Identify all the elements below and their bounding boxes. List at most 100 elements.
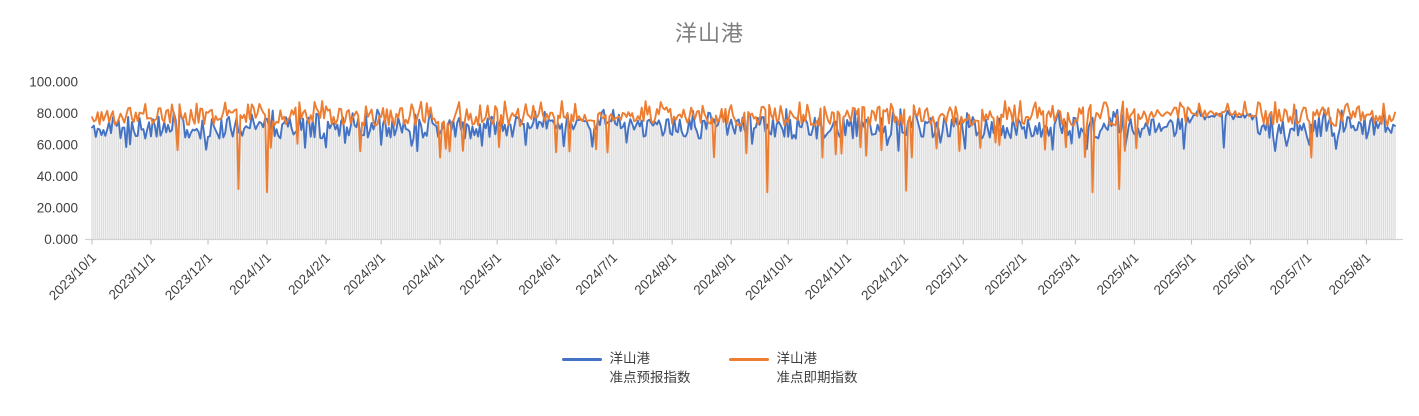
drop-bar	[585, 121, 588, 240]
drop-bar	[1209, 116, 1212, 240]
drop-bar	[1299, 125, 1301, 240]
drop-bar	[1008, 134, 1010, 240]
x-tick-label: 2023/10/1	[46, 250, 99, 303]
drop-bar	[1148, 135, 1151, 240]
drop-bar	[542, 126, 544, 240]
drop-bar	[1354, 130, 1356, 240]
drop-bar	[199, 138, 202, 240]
drop-bar	[1135, 148, 1137, 240]
drop-bar	[888, 137, 890, 240]
drop-bar	[129, 144, 131, 240]
drop-bar	[1207, 117, 1210, 240]
drop-bar	[998, 145, 1000, 240]
drop-bar	[395, 129, 397, 240]
drop-bar	[715, 126, 717, 240]
drop-bar	[1297, 135, 1299, 240]
drop-bar	[603, 118, 605, 240]
drop-bar	[720, 114, 723, 240]
drop-bar	[601, 117, 603, 240]
drop-bar	[559, 128, 561, 240]
drop-bar	[291, 128, 293, 240]
drop-bar	[1318, 117, 1320, 240]
drop-bar	[947, 136, 949, 240]
drop-bar	[1053, 124, 1056, 240]
drop-bar	[878, 131, 881, 240]
drop-bar	[1029, 128, 1031, 240]
drop-bar	[249, 128, 251, 240]
legend-item-forecast-index: 洋山港 准点预报指数	[561, 350, 691, 387]
drop-bar	[226, 119, 228, 240]
drop-bar	[850, 120, 852, 240]
drop-bar	[1084, 157, 1086, 240]
drop-bar	[696, 131, 698, 240]
drop-bar	[110, 133, 112, 240]
drop-bar	[253, 122, 255, 240]
drop-bar	[494, 134, 496, 240]
drop-bar	[279, 138, 281, 240]
drop-bar	[1268, 137, 1271, 240]
drop-bar	[521, 123, 523, 240]
drop-bar	[422, 137, 424, 240]
drop-bar	[298, 114, 300, 240]
drop-bar	[534, 117, 536, 240]
drop-bar	[241, 135, 243, 240]
drop-bar	[553, 123, 555, 240]
drop-bar	[175, 126, 177, 240]
drop-bar	[327, 121, 329, 240]
drop-bar	[140, 129, 143, 240]
drop-bar	[1270, 114, 1273, 240]
drop-bar	[460, 129, 462, 240]
drop-bar	[711, 123, 713, 240]
drop-bar	[1150, 119, 1153, 240]
drop-bar	[599, 125, 601, 240]
drop-bar	[570, 123, 572, 240]
drop-bar	[1063, 119, 1065, 240]
drop-bar	[547, 119, 550, 240]
drop-bar	[370, 122, 373, 240]
drop-bar	[1177, 117, 1179, 240]
drop-bar	[1181, 118, 1183, 240]
drop-bar	[1090, 121, 1092, 240]
drop-bar	[1000, 135, 1002, 240]
drop-bar	[361, 135, 363, 240]
drop-bar	[351, 117, 354, 240]
drop-bar	[135, 136, 137, 240]
drop-bar	[300, 130, 302, 240]
drop-bar	[1344, 127, 1347, 240]
drop-bar	[1168, 122, 1170, 240]
drop-bar	[1228, 114, 1231, 240]
drop-bar	[1394, 125, 1396, 240]
drop-bar	[682, 136, 685, 240]
drop-bar	[414, 125, 417, 240]
drop-bar	[964, 148, 966, 240]
drop-bar	[665, 119, 668, 240]
drop-bar	[1247, 115, 1250, 240]
drop-bar	[1284, 136, 1286, 240]
drop-bar	[698, 138, 700, 240]
drop-bar	[576, 119, 578, 240]
drop-bar	[418, 119, 420, 240]
drop-bar	[538, 121, 540, 240]
drop-bar	[133, 131, 135, 240]
drop-bar	[479, 124, 481, 240]
drop-bar	[755, 127, 757, 240]
y-tick-label: 0.000	[44, 232, 78, 247]
drop-bar	[186, 129, 188, 240]
drop-bar	[1051, 149, 1054, 240]
drop-bar	[357, 118, 359, 240]
drop-bar	[163, 122, 165, 240]
drop-bar	[1225, 116, 1227, 240]
drop-bar	[1017, 119, 1020, 240]
drop-bar	[1122, 114, 1124, 240]
x-tick-label: 2024/11/1	[802, 250, 854, 302]
drop-bar	[606, 152, 609, 240]
drop-bar	[1261, 126, 1263, 240]
drop-bar	[734, 133, 736, 240]
x-tick-label: 2024/7/1	[573, 250, 621, 298]
y-tick-label: 40.000	[37, 169, 78, 184]
drop-bar	[774, 136, 776, 240]
drop-bar	[591, 146, 593, 240]
drop-bar	[1080, 128, 1082, 240]
drop-bar	[266, 192, 268, 240]
drop-bar	[334, 129, 337, 240]
